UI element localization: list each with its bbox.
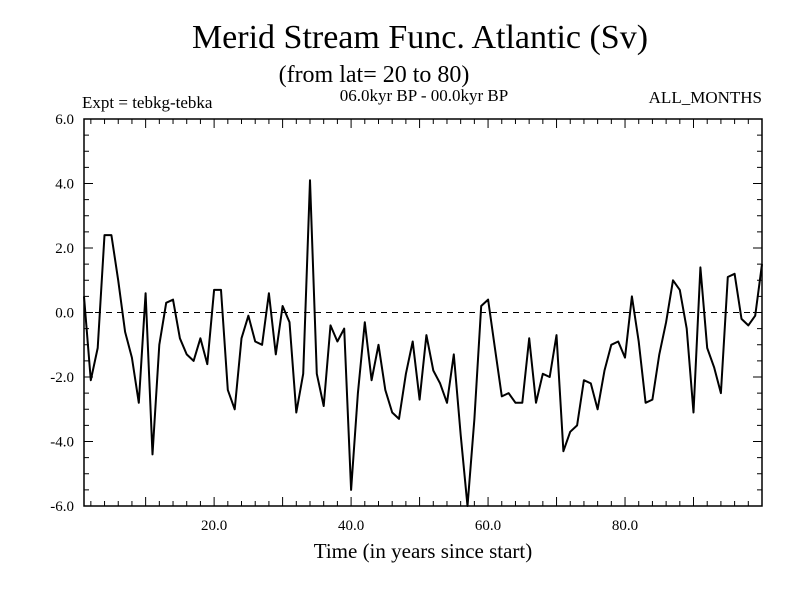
chart-title: Merid Stream Func. Atlantic (Sv) (192, 19, 648, 56)
y-tick-label: -4.0 (50, 435, 74, 451)
chart-subtitle: (from lat= 20 to 80) (279, 62, 470, 88)
x-tick-label: 20.0 (201, 518, 227, 534)
period-label: 06.0kyr BP - 00.0kyr BP (340, 86, 508, 105)
plot-frame (83, 118, 763, 507)
x-tick-label: 40.0 (338, 518, 364, 534)
x-tick-label: 60.0 (475, 518, 501, 534)
series-line (83, 179, 763, 507)
months-label: ALL_MONTHS (649, 88, 762, 107)
y-tick-label: 0.0 (55, 306, 74, 322)
experiment-label: Expt = tebkg-tebka (82, 93, 213, 112)
y-tick-label: 4.0 (55, 177, 74, 193)
x-tick-label: 80.0 (612, 518, 638, 534)
y-tick-label: -6.0 (50, 499, 74, 515)
y-tick-label: 2.0 (55, 241, 74, 257)
y-tick-label: 6.0 (55, 112, 74, 128)
x-axis-label: Time (in years since start) (314, 539, 533, 563)
y-tick-label: -2.0 (50, 370, 74, 386)
